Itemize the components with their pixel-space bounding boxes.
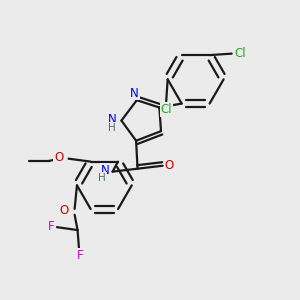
Text: O: O — [54, 151, 63, 164]
Text: H: H — [98, 173, 106, 183]
Text: O: O — [164, 159, 174, 172]
Text: F: F — [48, 220, 54, 233]
Text: N: N — [101, 164, 110, 177]
Text: H: H — [108, 123, 116, 133]
Text: N: N — [108, 113, 116, 126]
Text: N: N — [130, 87, 139, 100]
Text: F: F — [76, 249, 83, 262]
Text: Cl: Cl — [160, 103, 172, 116]
Text: Cl: Cl — [234, 47, 246, 60]
Text: O: O — [59, 204, 69, 217]
